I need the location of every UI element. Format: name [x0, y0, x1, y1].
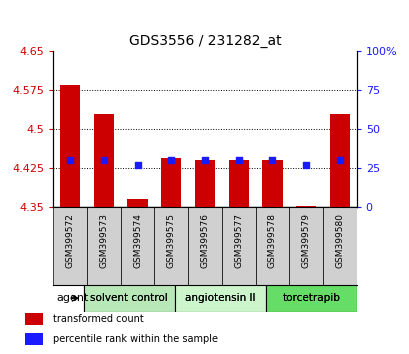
- Point: [302, 162, 309, 168]
- Point: [235, 158, 241, 163]
- Point: [67, 158, 73, 163]
- Text: angiotensin II: angiotensin II: [184, 293, 255, 303]
- Bar: [53, 207, 87, 285]
- Bar: [289, 207, 322, 285]
- Bar: [87, 207, 120, 285]
- Bar: [83, 285, 174, 312]
- Text: GSM399577: GSM399577: [234, 213, 243, 268]
- Text: GSM399579: GSM399579: [301, 213, 310, 268]
- Text: GSM399578: GSM399578: [267, 213, 276, 268]
- Bar: [127, 199, 147, 207]
- Text: torcetrapib: torcetrapib: [281, 293, 339, 303]
- Text: agent: agent: [56, 293, 88, 303]
- Text: torcetrapib: torcetrapib: [281, 293, 339, 303]
- Text: GSM399575: GSM399575: [166, 213, 175, 268]
- Bar: [295, 206, 315, 207]
- Point: [134, 162, 141, 168]
- Text: solvent control: solvent control: [90, 293, 168, 303]
- Bar: [174, 285, 265, 312]
- Point: [201, 158, 208, 163]
- Text: GSM399580: GSM399580: [335, 213, 344, 268]
- Text: angiotensin II: angiotensin II: [184, 293, 255, 303]
- Text: GSM399573: GSM399573: [99, 213, 108, 268]
- Bar: [161, 158, 181, 207]
- Text: GSM399576: GSM399576: [200, 213, 209, 268]
- Bar: [228, 160, 248, 207]
- Text: GSM399572: GSM399572: [65, 213, 74, 268]
- Text: solvent control: solvent control: [90, 293, 168, 303]
- Bar: [83, 285, 174, 312]
- Bar: [25, 333, 43, 345]
- Bar: [262, 160, 282, 207]
- Title: GDS3556 / 231282_at: GDS3556 / 231282_at: [128, 34, 281, 47]
- Bar: [120, 207, 154, 285]
- Bar: [322, 207, 356, 285]
- Bar: [265, 285, 356, 312]
- Point: [100, 158, 107, 163]
- Text: GSM399574: GSM399574: [133, 213, 142, 268]
- Bar: [221, 207, 255, 285]
- Bar: [154, 207, 188, 285]
- Text: transformed count: transformed count: [53, 314, 144, 324]
- Bar: [174, 285, 265, 312]
- Bar: [255, 207, 289, 285]
- Bar: [265, 285, 356, 312]
- Point: [168, 158, 174, 163]
- Point: [336, 158, 342, 163]
- Point: [268, 158, 275, 163]
- Bar: [60, 85, 80, 207]
- Bar: [329, 114, 349, 207]
- Bar: [188, 207, 221, 285]
- Bar: [194, 160, 215, 207]
- Bar: [25, 313, 43, 325]
- Text: percentile rank within the sample: percentile rank within the sample: [53, 334, 218, 344]
- Bar: [94, 114, 114, 207]
